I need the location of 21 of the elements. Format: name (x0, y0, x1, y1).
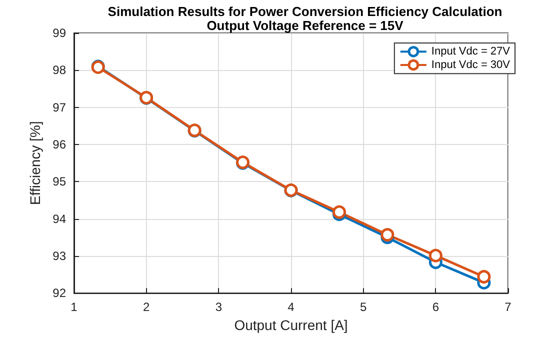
x-tick-label: 7 (504, 300, 512, 314)
x-tick-label: 6 (432, 300, 440, 314)
x-tick-label: 4 (288, 300, 295, 314)
y-tick-label: 97 (52, 100, 66, 114)
y-tick-label: 92 (52, 286, 66, 300)
legend-label: Input Vdc = 27V (431, 46, 511, 58)
y-tick-label: 93 (52, 248, 66, 263)
x-tick-label: 5 (360, 300, 367, 314)
x-tick-label: 3 (215, 300, 222, 314)
x-tick-label: 1 (70, 300, 78, 314)
y-tick-label: 96 (52, 137, 66, 152)
y-tick-label: 99 (52, 26, 66, 40)
y-tick-label: 94 (52, 212, 66, 226)
y-tick-label: 98 (52, 63, 66, 78)
y-tick-label: 95 (52, 174, 66, 189)
chart-subtitle: Output Voltage Reference = 15V (206, 18, 404, 33)
legend-label: Input Vdc = 30V (431, 58, 511, 71)
x-axis-title: Output Current [A] (234, 317, 348, 333)
x-tick-label: 2 (142, 300, 150, 314)
y-axis-title: Efficiency [%] (26, 121, 43, 205)
chart-title: Simulation Results for Power Conversion Efficiency Calculation (108, 4, 502, 19)
